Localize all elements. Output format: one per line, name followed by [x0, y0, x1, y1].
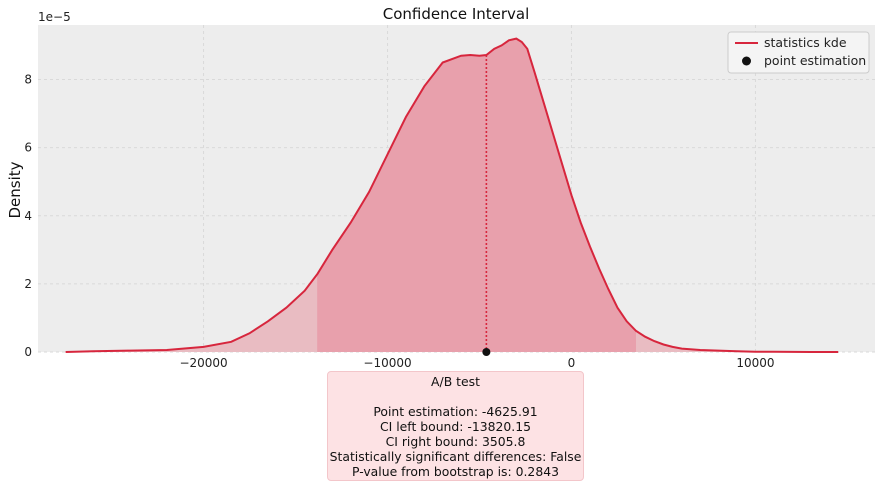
x-tick-label: −10000 — [363, 356, 411, 370]
legend-label-point: point estimation — [764, 53, 866, 68]
ab-test-summary-box: A/B test Point estimation: -4625.91 CI l… — [327, 371, 584, 481]
summary-ci-left: CI left bound: -13820.15 — [380, 419, 531, 434]
y-tick-label: 8 — [24, 73, 32, 87]
x-axis-ticks: −20000 −10000 0 10000 — [179, 356, 774, 370]
y-tick-label: 0 — [24, 345, 32, 359]
x-tick-label: 10000 — [736, 356, 774, 370]
y-axis-offset-label: 1e−5 — [38, 10, 71, 24]
x-tick-label: 0 — [568, 356, 576, 370]
chart-title: Confidence Interval — [383, 5, 530, 23]
legend-label-kde: statistics kde — [764, 35, 847, 50]
point-estimation-marker — [482, 348, 491, 356]
summary-ci-right: CI right bound: 3505.8 — [385, 434, 526, 449]
y-axis-ticks: 0 2 4 6 8 — [24, 73, 32, 360]
kde-fill-confidence-interval — [317, 38, 636, 352]
summary-point-estimation: Point estimation: -4625.91 — [373, 404, 538, 419]
kde-series-line — [65, 37, 839, 353]
legend-box — [727, 31, 870, 74]
y-tick-label: 6 — [24, 141, 32, 155]
legend-point-swatch — [742, 56, 751, 66]
y-axis-label: Density — [6, 161, 24, 218]
summary-pvalue: P-value from bootstrap is: 0.2843 — [352, 464, 559, 479]
y-tick-label: 4 — [24, 209, 32, 223]
legend: statistics kde point estimation — [727, 31, 870, 74]
summary-title: A/B test — [431, 374, 480, 389]
summary-significance: Statistically significant differences: F… — [329, 449, 582, 464]
x-tick-label: −20000 — [179, 356, 227, 370]
y-tick-label: 2 — [24, 277, 32, 291]
